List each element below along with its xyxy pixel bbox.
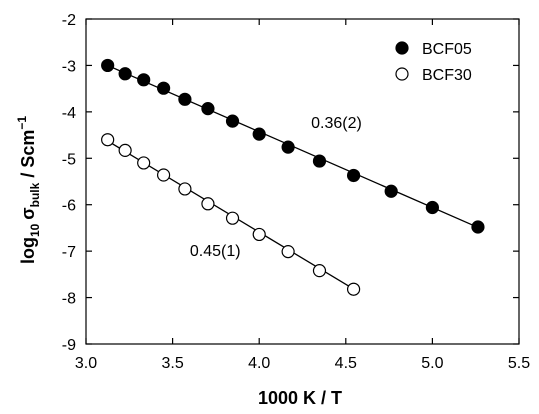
data-point-bcf05 [101,58,115,73]
legend-marker-bcf30 [395,67,409,81]
y-axis-title-symbol-sub: bulk [28,182,42,207]
data-point-bcf05 [471,220,485,234]
data-point-bcf05 [137,73,151,87]
data-point-bcf30 [201,197,215,211]
data-point-bcf05 [425,200,439,215]
data-point-bcf05 [225,114,240,128]
y-tick-label: -8 [62,291,76,308]
y-axis-title-symbol: σ [18,207,38,219]
x-tick-label: 3.0 [75,355,97,372]
legend-marker-bcf05 [395,41,409,55]
slope-label-bcf30: 0.45(1) [190,243,241,260]
data-point-bcf30 [137,156,151,170]
y-tick-label: -2 [62,12,76,29]
data-point-bcf30 [225,211,240,225]
y-axis-title-unit-sup: −1 [15,116,29,130]
data-point-bcf05 [312,154,327,168]
x-tick-label: 4.0 [248,355,270,372]
y-tick-label: -6 [62,198,76,215]
x-tick-label: 3.5 [161,355,183,372]
y-tick-label: -3 [62,58,76,75]
data-point-bcf30 [312,264,327,278]
x-tick-label: 5.5 [508,355,530,372]
y-tick-label: -5 [62,151,76,168]
data-point-bcf05 [281,140,295,154]
y-axis-title: log10 σbulk / Scm−1 [15,116,42,264]
y-axis-title-sep: / [18,168,38,183]
data-point-bcf05 [201,102,215,116]
data-point-bcf30 [118,143,132,157]
plot-frame [85,18,520,345]
data-point-bcf05 [346,168,361,183]
x-tick-label: 4.5 [335,355,357,372]
data-point-bcf30 [101,133,115,147]
y-tick-label: -9 [62,337,76,354]
y-tick-label: -7 [62,244,76,261]
y-axis-title-unit: Scm [18,130,38,168]
y-axis-title-prefix-sub: 10 [28,223,42,237]
slope-label-bcf05: 0.36(2) [311,115,362,132]
data-point-bcf30 [252,227,266,242]
data-point-bcf30 [281,245,295,259]
data-point-bcf30 [178,182,192,196]
y-tick-label: -4 [62,105,76,122]
data-point-bcf05 [178,92,192,106]
data-point-bcf05 [118,67,132,81]
x-axis-title: 1000 K / T [258,388,342,408]
data-point-bcf30 [346,282,361,296]
data-point-bcf05 [384,184,398,198]
y-axis-title-prefix: log [18,237,38,264]
x-tick-label: 5.0 [421,355,443,372]
legend-label-bcf05: BCF05 [422,41,472,58]
data-point-bcf30 [156,168,171,182]
legend-label-bcf30: BCF30 [422,67,472,84]
data-point-bcf05 [156,81,171,95]
data-point-bcf05 [252,127,266,141]
